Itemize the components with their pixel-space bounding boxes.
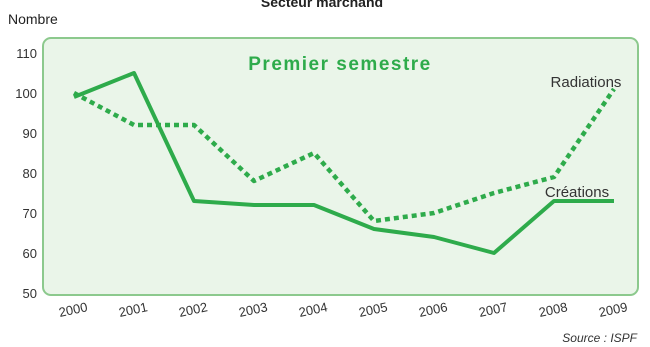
series-lines: [72, 71, 616, 255]
x-tick-label: 2001: [117, 299, 148, 320]
y-axis: 50 60 70 80 90 100 110: [15, 46, 37, 301]
y-tick-label: 70: [23, 206, 37, 221]
x-axis: 2000 2001 2002 2003 2004 2005 2006 2007 2008 2009: [57, 299, 628, 320]
series-label-creations: Créations: [545, 184, 609, 201]
chart-title: Secteur marchand: [261, 0, 383, 10]
y-tick-label: 80: [23, 166, 37, 181]
y-tick-label: 60: [23, 246, 37, 261]
source-note: Source : ISPF: [562, 331, 637, 345]
y-axis-label: Nombre: [8, 11, 58, 27]
y-tick-label: 100: [15, 86, 37, 101]
x-tick-label: 2004: [297, 299, 328, 320]
x-tick-label: 2000: [57, 299, 88, 320]
y-tick-label: 110: [16, 46, 37, 61]
x-tick-label: 2002: [177, 299, 208, 320]
x-tick-label: 2007: [477, 299, 508, 320]
x-tick-label: 2008: [537, 299, 568, 320]
x-tick-label: 2006: [417, 299, 448, 320]
x-tick-label: 2005: [357, 299, 388, 320]
y-tick-label: 90: [23, 126, 37, 141]
chart-subtitle: Premier semestre: [248, 54, 432, 75]
x-tick-label: 2009: [597, 299, 628, 320]
series-line-crations: [73, 71, 614, 255]
series-label-radiations: Radiations: [551, 74, 622, 91]
y-tick-label: 50: [23, 286, 37, 301]
x-tick-label: 2003: [237, 299, 268, 320]
plot-area: [42, 37, 639, 296]
